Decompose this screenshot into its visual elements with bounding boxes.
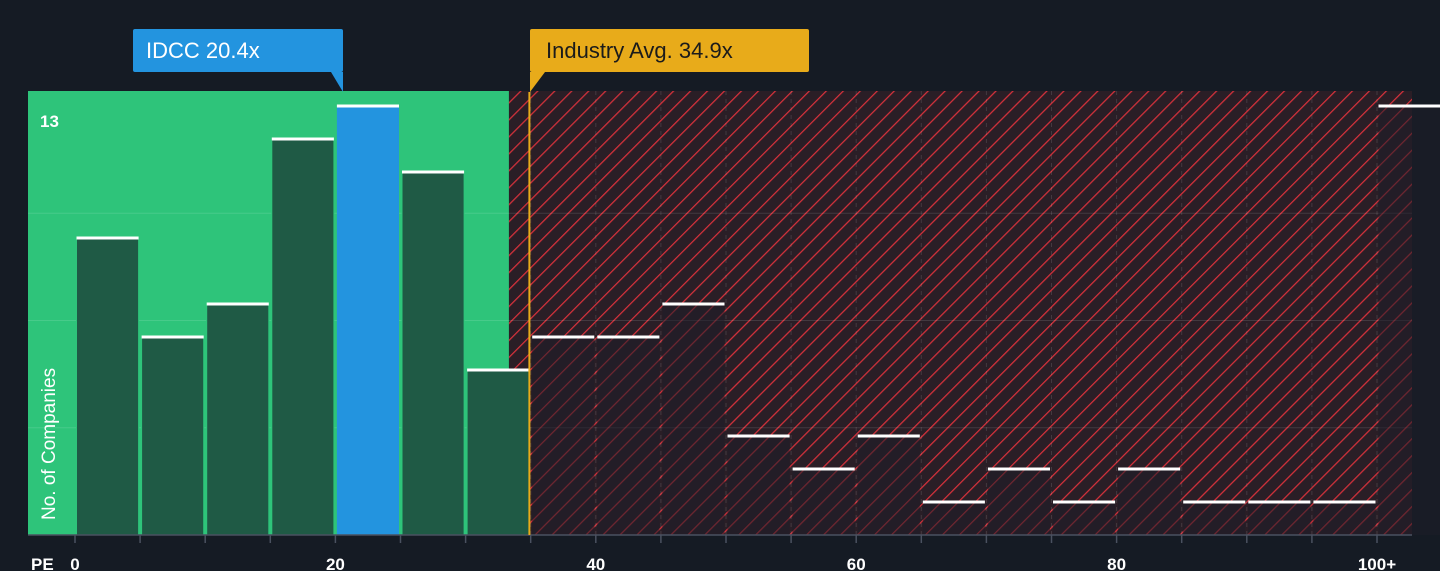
company-callout-box: [133, 29, 343, 72]
company-callout: IDCC 20.4x: [133, 29, 343, 92]
histogram-bar-7: [532, 337, 595, 535]
histogram-bar-15: [1053, 502, 1116, 535]
histogram-bar-2: [206, 303, 270, 536]
histogram-bar-16: [1118, 469, 1181, 535]
x-tick-label-40: 40: [586, 555, 605, 571]
histogram-bar-20: [1378, 106, 1440, 535]
histogram-bar-17: [1183, 502, 1246, 535]
histogram-bar-0: [76, 237, 140, 536]
x-tick-label-20: 20: [326, 555, 345, 571]
company-callout-pointer: [331, 72, 343, 92]
industry-callout-pointer: [530, 72, 545, 92]
histogram-bar-12: [857, 436, 920, 535]
histogram-bar-13: [922, 502, 985, 535]
y-axis-label: No. of Companies: [39, 368, 60, 520]
histogram-bar-14: [987, 469, 1050, 535]
x-tick-label-80: 80: [1107, 555, 1126, 571]
histogram-bar-19: [1313, 502, 1376, 535]
histogram-bar-9: [662, 304, 725, 535]
histogram-bar-1: [141, 336, 205, 536]
x-tick-label-0: 0: [70, 555, 79, 571]
industry-callout-box: [530, 29, 809, 72]
histogram-bar-10: [727, 436, 790, 535]
histogram-bar-8: [597, 337, 660, 535]
x-tick-label-100plus: 100+: [1358, 555, 1396, 571]
x-axis-label: PE: [31, 555, 54, 571]
histogram-bar-18: [1248, 502, 1311, 535]
company-callout-label: IDCC 20.4x: [146, 38, 260, 63]
histogram-bar-5: [401, 171, 465, 536]
histogram-bar-3: [271, 138, 335, 536]
x-tick-label-60: 60: [847, 555, 866, 571]
histogram-bar-11: [792, 469, 855, 535]
industry-callout: Industry Avg. 34.9x: [530, 29, 809, 92]
histogram-bar-6: [466, 369, 530, 536]
overvalued-region: [508, 91, 1413, 535]
y-max-label: 13: [40, 112, 59, 131]
industry-callout-label: Industry Avg. 34.9x: [546, 38, 733, 63]
histogram-bar-4: [336, 106, 399, 535]
